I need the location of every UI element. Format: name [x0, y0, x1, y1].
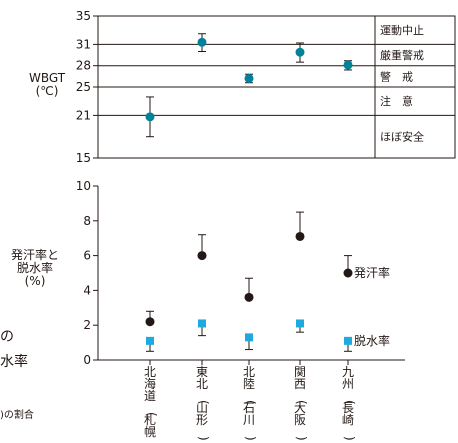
sweat-label-line2: 脱水率	[16, 261, 53, 275]
zone-label: 警 戒	[380, 69, 413, 83]
wbgt-y-tick-label: 15	[76, 151, 91, 165]
wbgt-unit: (℃)	[35, 84, 59, 98]
sweat-y-tick-label: 2	[83, 318, 91, 332]
wbgt-y-tick-label: 25	[76, 80, 91, 94]
sweat-y-tick-label: 0	[83, 353, 91, 367]
wbgt-axis-label: WBGT (℃)	[16, 72, 78, 98]
zone-label: 厳重警戒	[380, 48, 424, 62]
wbgt-point	[244, 73, 254, 83]
wbgt-y-tick-label: 21	[76, 108, 91, 122]
dehydration-series-label: 脱水率	[354, 333, 390, 348]
dehydration-point	[198, 319, 206, 328]
sweat-y-tick-label: 8	[83, 214, 91, 228]
sweat-y-tick-label: 6	[83, 249, 91, 263]
zone-label: ほぼ安全	[380, 130, 424, 144]
sweat-point	[295, 231, 305, 241]
dehydration-point	[146, 336, 154, 345]
wbgt-point	[197, 37, 207, 47]
sweat-label-line3: (%)	[24, 274, 46, 288]
category-label: 北陸(石川)	[243, 365, 258, 441]
sweat-y-tick-label: 10	[76, 179, 91, 193]
sweat-point	[145, 317, 155, 327]
dehydration-point	[245, 333, 253, 342]
wbgt-point	[295, 47, 305, 57]
sweat-series-label: 発汗率	[354, 265, 390, 280]
zone-label: 注 意	[380, 94, 413, 108]
wbgt-point	[343, 60, 353, 70]
zone-label: 運動中止	[380, 23, 424, 37]
wbgt-y-tick-label: 28	[76, 59, 91, 73]
category-label: 東北(山形)	[196, 365, 211, 441]
sweat-point	[197, 251, 207, 261]
wbgt-point	[145, 112, 155, 122]
dehydration-point	[344, 336, 352, 345]
sweat-point	[343, 268, 353, 278]
wbgt-label: WBGT	[28, 71, 66, 85]
category-label: 関西(大阪)	[294, 365, 309, 441]
category-label: 九州(長崎)	[342, 365, 357, 441]
sweat-point	[244, 292, 254, 302]
wbgt-y-tick-label: 35	[76, 9, 91, 23]
cut-text-2: 水率	[0, 354, 28, 370]
wbgt-y-tick-label: 31	[76, 37, 91, 51]
cut-text-3: )の割合	[0, 410, 34, 421]
sweat-y-tick-label: 4	[83, 283, 91, 297]
dehydration-point	[296, 319, 304, 328]
sweat-axis-label: 発汗率と 脱水率 (%)	[2, 249, 68, 288]
category-label: 北海道(札幌)	[144, 365, 159, 443]
sweat-label-line1: 発汗率と	[10, 248, 59, 262]
cut-text-1: の	[0, 329, 14, 345]
